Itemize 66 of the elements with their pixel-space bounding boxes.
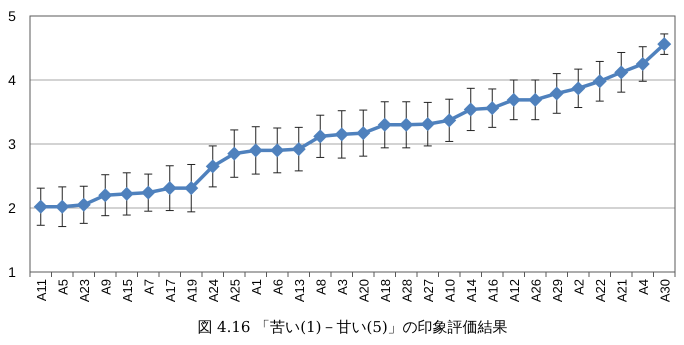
x-tick-label: A25 xyxy=(227,279,242,302)
point xyxy=(206,159,220,174)
x-tick-label: A23 xyxy=(76,279,92,302)
x-tick-label: A8 xyxy=(313,279,328,295)
point xyxy=(506,92,521,107)
caption: 図 4.16 「苦い(1)－甘い(5)」の印象評価結果 xyxy=(197,318,508,336)
x-tick-label: A11 xyxy=(34,279,49,302)
point xyxy=(227,146,242,161)
x-tick-label: A20 xyxy=(356,279,372,302)
point xyxy=(485,101,500,116)
x-tick-label: A24 xyxy=(206,279,221,302)
point xyxy=(141,186,156,200)
x-tick-label: A29 xyxy=(550,279,565,302)
y-tick-label: 1 xyxy=(8,264,16,280)
point xyxy=(356,126,370,140)
point xyxy=(98,188,112,202)
x-tick-label: A21 xyxy=(614,279,630,302)
x-tick-label: A18 xyxy=(378,279,393,302)
point xyxy=(270,143,284,158)
y-tick-label: 4 xyxy=(8,72,16,88)
point xyxy=(442,113,456,128)
point xyxy=(334,127,349,142)
x-tick-label: A6 xyxy=(270,279,286,295)
x-tick-label: A17 xyxy=(162,279,178,302)
point xyxy=(420,117,435,132)
point xyxy=(76,198,91,212)
x-tick-label: A13 xyxy=(292,279,307,302)
point xyxy=(313,129,328,144)
point xyxy=(120,186,134,201)
x-tick-label: A14 xyxy=(464,279,479,302)
point xyxy=(571,81,586,96)
point xyxy=(657,37,672,52)
point xyxy=(528,92,542,107)
x-tick-label: A16 xyxy=(485,279,500,302)
x-tick-label: A15 xyxy=(120,279,135,302)
x-tick-label: A4 xyxy=(636,279,651,295)
point xyxy=(55,200,70,214)
y-tick-label: 3 xyxy=(8,136,16,152)
point xyxy=(592,74,607,88)
x-tick-label: A30 xyxy=(657,279,672,302)
point xyxy=(184,181,198,196)
x-tick-label: A27 xyxy=(420,279,436,302)
x-tick-label: A19 xyxy=(184,279,200,302)
x-tick-label: A7 xyxy=(141,279,156,295)
y-tick-label: 5 xyxy=(8,8,16,24)
x-tick-label: A9 xyxy=(98,279,114,295)
point xyxy=(34,200,48,214)
x-tick-label: A10 xyxy=(442,279,458,302)
point xyxy=(550,86,564,100)
x-tick-label: A28 xyxy=(399,279,414,302)
x-tick-label: A26 xyxy=(528,279,544,302)
point xyxy=(292,142,306,156)
point xyxy=(464,102,478,116)
point xyxy=(378,118,392,132)
point xyxy=(162,181,177,196)
x-tick-label: A3 xyxy=(334,279,350,295)
point xyxy=(614,65,628,80)
point xyxy=(636,57,650,71)
x-tick-label: A2 xyxy=(571,279,586,295)
x-tick-label: A12 xyxy=(506,279,522,302)
x-tick-label: A22 xyxy=(592,279,608,302)
point xyxy=(248,143,263,158)
x-tick-label: A1 xyxy=(248,279,264,295)
point xyxy=(399,118,414,132)
y-tick-label: 2 xyxy=(8,200,16,216)
x-tick-label: A5 xyxy=(55,279,70,295)
